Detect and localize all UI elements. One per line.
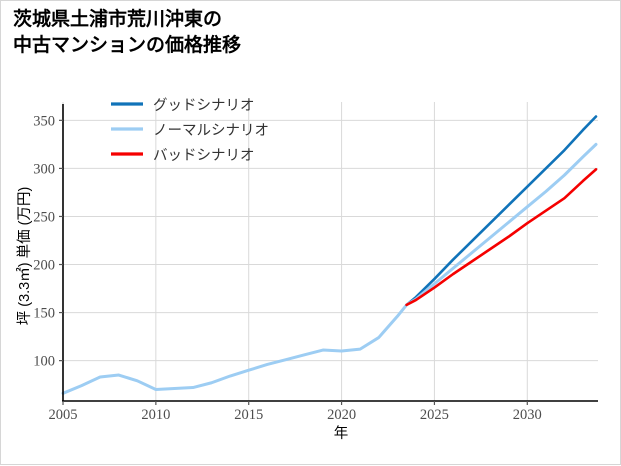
x-tick-label: 2010: [141, 407, 170, 423]
x-axis-title: 年: [334, 425, 349, 442]
x-tick-label: 2015: [234, 407, 263, 423]
y-tick-label: 300: [33, 161, 55, 177]
y-axis-ticks: 100 150 200 250 300 350: [33, 113, 63, 370]
x-tick-label: 2030: [513, 407, 542, 423]
chart-title: 茨城県土浦市荒川沖東の 中古マンションの価格推移: [13, 9, 242, 56]
series-group: [61, 115, 598, 395]
y-axis-title: 坪 (3.3㎡) 単価 (万円): [16, 187, 33, 326]
legend-label-0: グッドシナリオ: [153, 97, 255, 114]
x-tick-label: 2005: [49, 407, 78, 423]
y-tick-label: 100: [33, 354, 55, 370]
series-line-2: [405, 168, 598, 307]
y-tick-label: 350: [33, 113, 55, 129]
legend-label-2: バッドシナリオ: [153, 148, 255, 164]
x-tick-label: 2025: [420, 407, 449, 423]
y-tick-label: 200: [33, 258, 55, 274]
series-line-0: [405, 115, 598, 307]
series-line-1: [61, 142, 598, 395]
axis-spines: [62, 104, 598, 402]
x-axis-ticks: 2005 2010 2015 2020 2025 2030: [49, 401, 542, 423]
y-tick-label: 150: [33, 306, 55, 322]
x-tick-label: 2020: [327, 407, 356, 423]
legend-label-1: ノーマルシナリオ: [153, 123, 269, 139]
gridlines-group: [62, 102, 598, 401]
y-tick-label: 250: [33, 209, 55, 225]
